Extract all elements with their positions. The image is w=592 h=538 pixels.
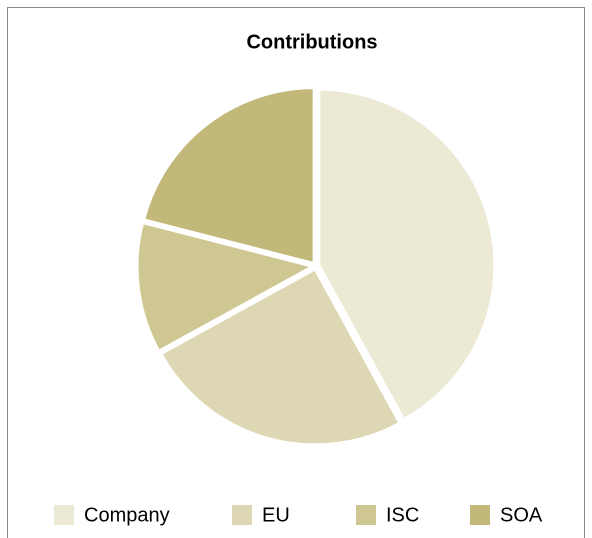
pie-slice	[317, 87, 497, 422]
legend-swatch	[356, 505, 376, 525]
legend-label: EU	[262, 504, 290, 526]
legend-label: ISC	[386, 504, 419, 526]
pie-slice	[141, 86, 316, 266]
legend-swatch	[232, 505, 252, 525]
pie-slice	[135, 220, 318, 354]
legend-swatch	[54, 505, 74, 525]
chart-title: Contributions	[246, 31, 377, 53]
legend-swatch	[470, 505, 490, 525]
pie-slice	[158, 266, 402, 447]
legend-label: SOA	[500, 504, 543, 526]
legend-label: Company	[84, 504, 170, 526]
